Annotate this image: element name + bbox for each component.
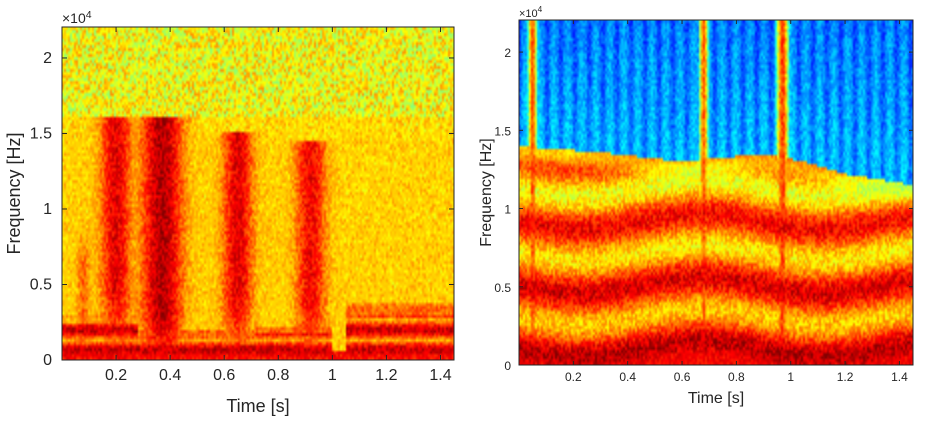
x-tick-label: 0.8: [728, 370, 745, 384]
x-tick-label: 0.2: [565, 370, 582, 384]
y-tick-label: 2: [504, 46, 511, 60]
spectrogram-chart-1: 0.2 0.4 0.6 0.8 1 1.2 1.4 0 0.5 1 1.5 2 ×104 Time [s]…: [4, 9, 455, 416]
y-tick-label: 0: [43, 352, 52, 369]
spectrogram-heatmap: [62, 27, 454, 360]
x-axis-label: Time [s]: [688, 390, 744, 407]
y-tick-label: 2: [43, 50, 52, 67]
plot-frame: [61, 26, 455, 361]
y-tick-label: 1: [43, 201, 52, 218]
x-axis-label: Time [s]: [226, 396, 289, 416]
x-tick-label: 0.8: [267, 367, 289, 384]
x-tick-label: 0.6: [674, 370, 691, 384]
y-tick-label: 1: [504, 203, 511, 217]
y-tick-label: 0: [504, 359, 511, 373]
y-tick-label: 0.5: [494, 281, 511, 295]
spectrogram-chart-2: 0.2 0.4 0.6 0.8 1 1.2 1.4 0 0.5 1 1.5 2 ×104 Time [s]…: [478, 5, 914, 407]
y-tick-label: 1.5: [494, 124, 511, 138]
plot-frame: [518, 19, 914, 366]
y-axis-label: Frequency [Hz]: [478, 138, 495, 246]
x-tick-label: 0.2: [105, 367, 127, 384]
x-tick-label: 0.4: [159, 367, 181, 384]
x-tick-label: 1.4: [891, 370, 908, 384]
x-tick-label: 1: [787, 370, 794, 384]
x-tick-label: 1.2: [837, 370, 854, 384]
x-tick-label: 0.6: [213, 367, 235, 384]
x-tick-label: 1: [328, 367, 337, 384]
y-axis-multiplier: ×104: [62, 9, 92, 26]
x-tick-label: 0.4: [619, 370, 636, 384]
y-tick-label: 0.5: [30, 276, 52, 293]
spectrogram-heatmap: [519, 20, 913, 365]
x-tick-label: 1.2: [375, 367, 397, 384]
y-tick-label: 1.5: [30, 125, 52, 142]
y-axis-multiplier: ×104: [519, 5, 543, 20]
x-tick-label: 1.4: [429, 367, 451, 384]
y-axis-label: Frequency [Hz]: [4, 132, 24, 254]
